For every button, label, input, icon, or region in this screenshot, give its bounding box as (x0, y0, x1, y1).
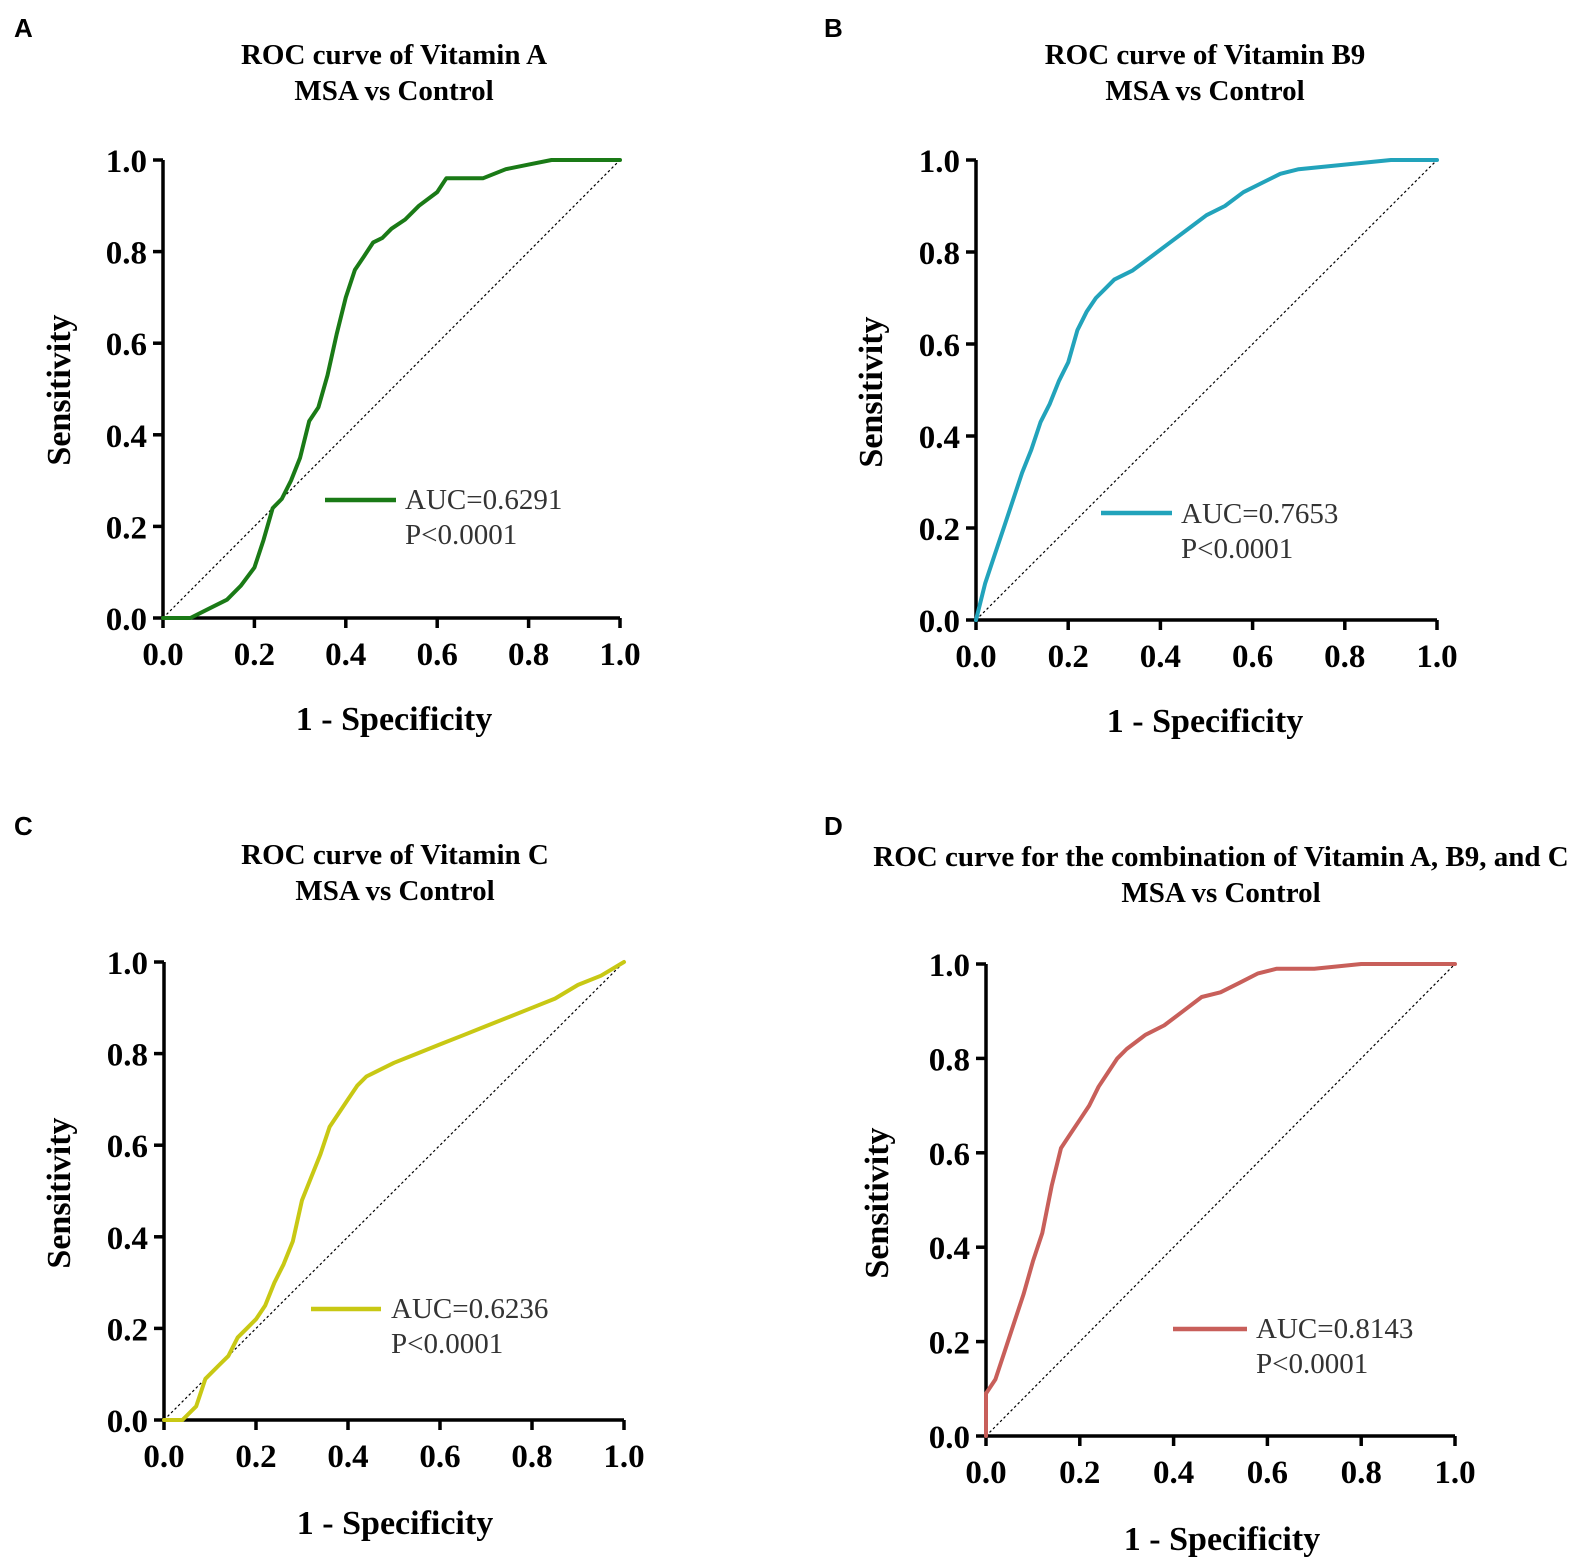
x-axis-label: 1 - Specificity (296, 701, 492, 738)
x-tick-label: 0.6 (1247, 1455, 1288, 1491)
chart-subtitle: MSA vs Control (294, 75, 493, 107)
x-axis-label: 1 - Specificity (1124, 1521, 1320, 1558)
y-axis-label: Sensitivity (41, 1117, 78, 1268)
panel-a: A ROC curve of Vitamin A MSA vs Control … (14, 13, 641, 738)
x-axis-label: 1 - Specificity (1107, 703, 1303, 740)
y-tick-label: 0.6 (107, 1129, 148, 1165)
legend-p-value: P<0.0001 (1181, 533, 1293, 565)
legend-p-value: P<0.0001 (391, 1328, 503, 1360)
x-tick-label: 0.0 (142, 637, 183, 673)
chart-subtitle: MSA vs Control (295, 875, 494, 907)
x-tick-label: 0.4 (1153, 1455, 1194, 1491)
chart-title: ROC curve of Vitamin A (241, 39, 547, 71)
panel-d: D ROC curve for the combination of Vitam… (824, 811, 1569, 1558)
legend-p-value: P<0.0001 (1256, 1348, 1368, 1380)
y-tick-label: 1.0 (106, 144, 147, 180)
y-tick-label: 0.6 (929, 1137, 970, 1173)
y-axis-label: Sensitivity (853, 316, 890, 467)
y-axis-label: Sensitivity (859, 1127, 896, 1278)
x-tick-label: 0.4 (1140, 639, 1181, 675)
x-tick-label: 0.0 (965, 1455, 1006, 1491)
x-tick-label: 1.0 (1434, 1455, 1475, 1491)
chart-title: ROC curve of Vitamin C (241, 839, 549, 871)
chart-title: ROC curve for the combination of Vitamin… (873, 841, 1568, 873)
legend-auc: AUC=0.6236 (391, 1293, 548, 1325)
x-tick-label: 0.0 (955, 639, 996, 675)
panel-label-c: C (14, 811, 33, 841)
x-tick-label: 0.6 (1232, 639, 1273, 675)
x-tick-label: 0.4 (327, 1439, 368, 1475)
roc-curve-line (162, 960, 626, 1422)
x-tick-label: 1.0 (599, 637, 640, 673)
y-tick-label: 0.4 (106, 419, 147, 455)
reference-diagonal (975, 159, 1438, 621)
y-tick-label: 0.0 (919, 604, 960, 640)
roc-curve-line (984, 962, 1457, 1438)
roc-curve-line (161, 158, 622, 620)
panel-label-d: D (824, 811, 843, 841)
x-tick-label: 1.0 (603, 1439, 644, 1475)
x-tick-label: 0.8 (1341, 1455, 1382, 1491)
y-tick-label: 1.0 (919, 144, 960, 180)
x-tick-label: 0.8 (1324, 639, 1365, 675)
legend-p-value: P<0.0001 (405, 519, 517, 551)
x-tick-label: 0.8 (508, 637, 549, 673)
x-tick-label: 0.2 (1048, 639, 1089, 675)
x-axis-label: 1 - Specificity (297, 1505, 493, 1542)
y-tick-label: 0.2 (106, 510, 147, 546)
panel-label-a: A (14, 13, 33, 43)
x-tick-label: 1.0 (1416, 639, 1457, 675)
x-tick-label: 0.6 (417, 637, 458, 673)
y-tick-label: 0.2 (107, 1312, 148, 1348)
y-tick-label: 0.4 (919, 420, 960, 456)
y-axis-label: Sensitivity (41, 314, 78, 465)
reference-diagonal (985, 963, 1456, 1437)
y-tick-label: 0.2 (929, 1326, 970, 1362)
y-tick-label: 0.4 (107, 1221, 148, 1257)
roc-curve-line (974, 158, 1439, 622)
y-tick-label: 0.6 (919, 328, 960, 364)
chart-subtitle: MSA vs Control (1121, 877, 1320, 909)
y-tick-label: 0.6 (106, 327, 147, 363)
y-tick-label: 0.0 (929, 1420, 970, 1456)
y-tick-label: 0.2 (919, 512, 960, 548)
legend-auc: AUC=0.6291 (405, 484, 562, 516)
y-tick-label: 0.4 (929, 1231, 970, 1267)
reference-diagonal (163, 961, 625, 1421)
chart-subtitle: MSA vs Control (1105, 75, 1304, 107)
y-tick-label: 0.0 (106, 602, 147, 638)
y-tick-label: 0.8 (107, 1038, 148, 1074)
legend-auc: AUC=0.8143 (1256, 1313, 1413, 1345)
panel-label-b: B (824, 13, 843, 43)
x-tick-label: 0.2 (1059, 1455, 1100, 1491)
x-tick-label: 0.2 (235, 1439, 276, 1475)
y-tick-label: 0.8 (919, 236, 960, 272)
x-tick-label: 0.4 (325, 637, 366, 673)
x-tick-label: 0.0 (143, 1439, 184, 1475)
x-tick-label: 0.2 (234, 637, 275, 673)
y-tick-label: 1.0 (929, 948, 970, 984)
x-tick-label: 0.6 (419, 1439, 460, 1475)
y-tick-label: 0.8 (106, 236, 147, 272)
x-tick-label: 0.8 (511, 1439, 552, 1475)
y-tick-label: 0.8 (929, 1042, 970, 1078)
y-tick-label: 1.0 (107, 946, 148, 982)
chart-title: ROC curve of Vitamin B9 (1045, 39, 1366, 71)
y-tick-label: 0.0 (107, 1404, 148, 1440)
panel-c: C ROC curve of Vitamin C MSA vs Control … (14, 811, 645, 1542)
panel-b: B ROC curve of Vitamin B9 MSA vs Control… (824, 13, 1458, 740)
legend-auc: AUC=0.7653 (1181, 498, 1338, 530)
